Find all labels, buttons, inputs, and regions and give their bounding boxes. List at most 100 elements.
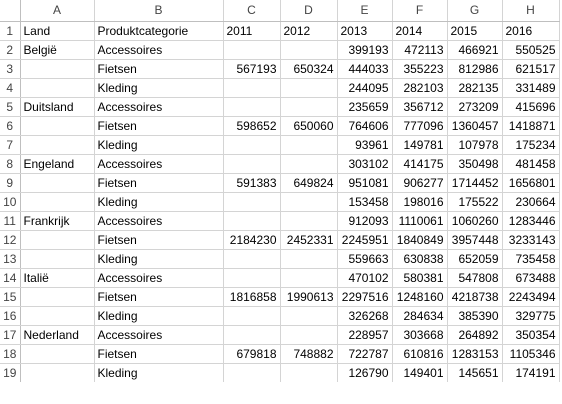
cell-e2[interactable]: 399193 — [337, 40, 393, 60]
cell-a19[interactable] — [20, 363, 95, 382]
cell-f19[interactable]: 149401 — [392, 363, 448, 382]
row-header[interactable]: 15 — [0, 287, 21, 307]
cell-d18[interactable]: 748882 — [280, 344, 338, 364]
cell-h8[interactable]: 481458 — [502, 154, 560, 174]
cell-h16[interactable]: 329775 — [502, 306, 560, 326]
cell-h2[interactable]: 550525 — [502, 40, 560, 60]
cell-c10[interactable] — [223, 192, 281, 212]
cell-d10[interactable] — [280, 192, 338, 212]
cell-f4[interactable]: 282103 — [392, 78, 448, 98]
column-header-d[interactable]: D — [280, 0, 338, 22]
cell-f11[interactable]: 1110061 — [392, 211, 448, 231]
cell-a11[interactable]: Frankrijk — [20, 211, 95, 231]
cell-e13[interactable]: 559663 — [337, 249, 393, 269]
cell-c15[interactable]: 1816858 — [223, 287, 281, 307]
cell-a8[interactable]: Engeland — [20, 154, 95, 174]
cell-d5[interactable] — [280, 97, 338, 117]
cell-a9[interactable] — [20, 173, 95, 193]
row-header[interactable]: 1 — [0, 21, 21, 41]
cell-g13[interactable]: 652059 — [447, 249, 503, 269]
cell-g1[interactable]: 2015 — [447, 21, 503, 41]
cell-f1[interactable]: 2014 — [392, 21, 448, 41]
cell-c16[interactable] — [223, 306, 281, 326]
cell-b1[interactable]: Produktcategorie — [94, 21, 224, 41]
cell-d11[interactable] — [280, 211, 338, 231]
cell-g4[interactable]: 282135 — [447, 78, 503, 98]
cell-f12[interactable]: 1840849 — [392, 230, 448, 250]
cell-d8[interactable] — [280, 154, 338, 174]
cell-f5[interactable]: 356712 — [392, 97, 448, 117]
cell-a15[interactable] — [20, 287, 95, 307]
column-header-a[interactable]: A — [20, 0, 95, 22]
cell-e6[interactable]: 764606 — [337, 116, 393, 136]
cell-h10[interactable]: 230664 — [502, 192, 560, 212]
cell-g10[interactable]: 175522 — [447, 192, 503, 212]
row-header[interactable]: 13 — [0, 249, 21, 269]
cell-f17[interactable]: 303668 — [392, 325, 448, 345]
cell-h14[interactable]: 673488 — [502, 268, 560, 288]
cell-h11[interactable]: 1283446 — [502, 211, 560, 231]
cell-f7[interactable]: 149781 — [392, 135, 448, 155]
cell-e17[interactable]: 228957 — [337, 325, 393, 345]
cell-g3[interactable]: 812986 — [447, 59, 503, 79]
cell-e1[interactable]: 2013 — [337, 21, 393, 41]
cell-c7[interactable] — [223, 135, 281, 155]
cell-c8[interactable] — [223, 154, 281, 174]
cell-h12[interactable]: 3233143 — [502, 230, 560, 250]
cell-e10[interactable]: 153458 — [337, 192, 393, 212]
cell-g11[interactable]: 1060260 — [447, 211, 503, 231]
row-header[interactable]: 11 — [0, 211, 21, 231]
cell-d6[interactable]: 650060 — [280, 116, 338, 136]
cell-e9[interactable]: 951081 — [337, 173, 393, 193]
cell-h19[interactable]: 174191 — [502, 363, 560, 382]
cell-d16[interactable] — [280, 306, 338, 326]
cell-b3[interactable]: Fietsen — [94, 59, 224, 79]
cell-b14[interactable]: Accessoires — [94, 268, 224, 288]
cell-c11[interactable] — [223, 211, 281, 231]
cell-b13[interactable]: Kleding — [94, 249, 224, 269]
cell-c13[interactable] — [223, 249, 281, 269]
cell-a17[interactable]: Nederland — [20, 325, 95, 345]
cell-b5[interactable]: Accessoires — [94, 97, 224, 117]
cell-g14[interactable]: 547808 — [447, 268, 503, 288]
cell-b11[interactable]: Accessoires — [94, 211, 224, 231]
cell-a13[interactable] — [20, 249, 95, 269]
cell-f3[interactable]: 355223 — [392, 59, 448, 79]
cell-b2[interactable]: Accessoires — [94, 40, 224, 60]
cell-g17[interactable]: 264892 — [447, 325, 503, 345]
cell-b17[interactable]: Accessoires — [94, 325, 224, 345]
cell-h18[interactable]: 1105346 — [502, 344, 560, 364]
row-header[interactable]: 17 — [0, 325, 21, 345]
cell-c2[interactable] — [223, 40, 281, 60]
cell-c5[interactable] — [223, 97, 281, 117]
cell-c6[interactable]: 598652 — [223, 116, 281, 136]
cell-e7[interactable]: 93961 — [337, 135, 393, 155]
row-header[interactable]: 14 — [0, 268, 21, 288]
cell-d3[interactable]: 650324 — [280, 59, 338, 79]
column-header-c[interactable]: C — [223, 0, 281, 22]
row-header[interactable]: 16 — [0, 306, 21, 326]
cell-f13[interactable]: 630838 — [392, 249, 448, 269]
cell-a5[interactable]: Duitsland — [20, 97, 95, 117]
cell-c3[interactable]: 567193 — [223, 59, 281, 79]
row-header[interactable]: 9 — [0, 173, 21, 193]
cell-c4[interactable] — [223, 78, 281, 98]
cell-e12[interactable]: 2245951 — [337, 230, 393, 250]
cell-h5[interactable]: 415696 — [502, 97, 560, 117]
cell-h1[interactable]: 2016 — [502, 21, 560, 41]
cell-g8[interactable]: 350498 — [447, 154, 503, 174]
row-header[interactable]: 6 — [0, 116, 21, 136]
cell-c9[interactable]: 591383 — [223, 173, 281, 193]
cell-a7[interactable] — [20, 135, 95, 155]
row-header[interactable]: 18 — [0, 344, 21, 364]
cell-g15[interactable]: 4218738 — [447, 287, 503, 307]
cell-d2[interactable] — [280, 40, 338, 60]
row-header[interactable]: 19 — [0, 363, 21, 382]
cell-c12[interactable]: 2184230 — [223, 230, 281, 250]
row-header[interactable]: 7 — [0, 135, 21, 155]
cell-f8[interactable]: 414175 — [392, 154, 448, 174]
row-header[interactable]: 8 — [0, 154, 21, 174]
row-header[interactable]: 2 — [0, 40, 21, 60]
cell-e4[interactable]: 244095 — [337, 78, 393, 98]
cell-b15[interactable]: Fietsen — [94, 287, 224, 307]
